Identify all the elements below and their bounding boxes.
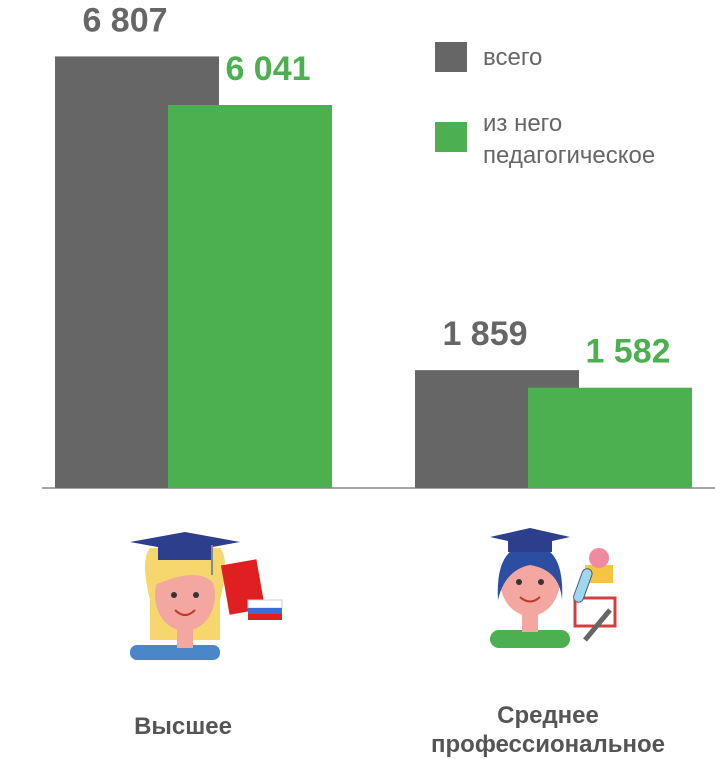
value-label: 6 807: [82, 1, 167, 39]
bar: [168, 105, 332, 488]
legend-label: всего: [483, 44, 543, 71]
legend-swatch: [435, 42, 467, 72]
category-label: Среднее профессиональное: [431, 702, 665, 758]
value-label: 1 582: [585, 333, 670, 371]
value-label: 1 859: [442, 315, 527, 353]
bar: [528, 387, 692, 488]
icon-higher: [130, 532, 283, 660]
legend-swatch: [435, 122, 467, 152]
legend-label: из него педагогическое: [483, 110, 656, 169]
icon-vocational: [490, 528, 617, 648]
category-label: Высшее: [134, 713, 232, 740]
value-label: 6 041: [225, 50, 310, 88]
